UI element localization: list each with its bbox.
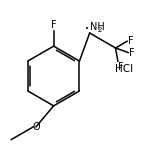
Text: NH: NH: [90, 22, 105, 32]
Text: HCl: HCl: [115, 64, 133, 74]
Text: F: F: [51, 21, 56, 31]
Text: F: F: [118, 62, 124, 72]
Text: O: O: [32, 122, 40, 132]
Text: 2: 2: [98, 27, 102, 33]
Text: F: F: [129, 48, 134, 58]
Text: F: F: [128, 36, 133, 46]
Text: •: •: [85, 26, 89, 32]
